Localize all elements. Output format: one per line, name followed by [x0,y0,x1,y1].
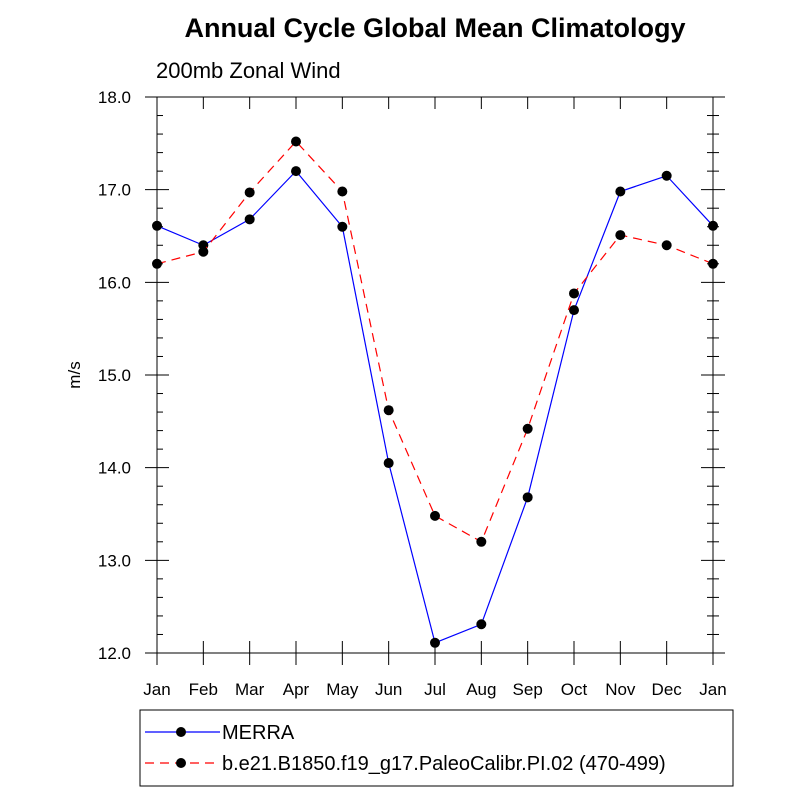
x-tick-label: Dec [652,680,683,699]
y-tick-label: 12.0 [98,644,131,663]
x-tick-label: Jan [699,680,726,699]
chart-subtitle: 200mb Zonal Wind [156,58,341,83]
data-point [615,186,626,197]
y-tick-label: 16.0 [98,273,131,292]
data-point [661,240,672,251]
legend: MERRA b.e21.B1850.f19_g17.PaleoCalibr.PI.… [139,709,734,787]
x-tick-label: Aug [466,680,496,699]
x-tick-label: Sep [513,680,543,699]
x-tick-label: Jul [424,680,446,699]
data-point [522,423,533,434]
x-tick-label: Feb [189,680,218,699]
series-layer [152,136,718,648]
y-tick-label: 14.0 [98,459,131,478]
data-point [383,458,394,469]
x-tick-label: May [326,680,359,699]
legend-marker [176,758,186,768]
data-point [383,405,394,416]
x-tick-label: Jan [143,680,170,699]
y-axis-label: m/s [65,361,84,388]
plot-frame [156,96,714,654]
legend-label: b.e21.B1850.f19_g17.PaleoCalibr.PI.02 (4… [222,753,666,775]
legend-box [139,709,734,787]
legend-entries: MERRA b.e21.B1850.f19_g17.PaleoCalibr.PI.… [145,722,666,775]
series-1 [152,166,718,648]
y-tick-label: 13.0 [98,551,131,570]
x-tick-label: Oct [561,680,588,699]
legend-label: MERRA [222,722,295,744]
series-line [156,140,714,543]
data-point [522,492,533,503]
data-point [337,186,348,197]
series-2 [152,136,718,547]
x-tick-label: Mar [235,680,265,699]
data-point [615,230,626,241]
y-tick-label: 18.0 [98,88,131,107]
data-point [198,246,209,257]
x-tick-label: Jun [375,680,402,699]
data-point [244,187,255,198]
legend-marker [176,727,186,737]
ticks-layer [145,96,725,665]
data-point [291,136,301,147]
data-point [337,221,348,232]
legend-entry: MERRA [145,722,295,744]
x-tick-label: Nov [605,680,636,699]
data-point [244,214,255,225]
series-line [156,170,714,644]
data-point [476,619,487,630]
data-point [569,288,579,299]
data-point [430,510,440,521]
data-point [291,166,301,177]
chart-title: Annual Cycle Global Mean Climatology [184,13,685,43]
data-point [661,170,672,181]
data-point [476,536,487,547]
x-tick-label: Apr [283,680,310,699]
data-point [430,637,440,648]
y-tick-label: 15.0 [98,366,131,385]
tick-labels-layer: Jan Feb Mar Apr May Jun Jul Aug Sep Oct Nov Dec Jan 1… [98,88,727,699]
data-point [569,305,579,316]
y-tick-label: 17.0 [98,181,131,200]
legend-entry: b.e21.B1850.f19_g17.PaleoCalibr.PI.02 (4… [145,753,666,775]
